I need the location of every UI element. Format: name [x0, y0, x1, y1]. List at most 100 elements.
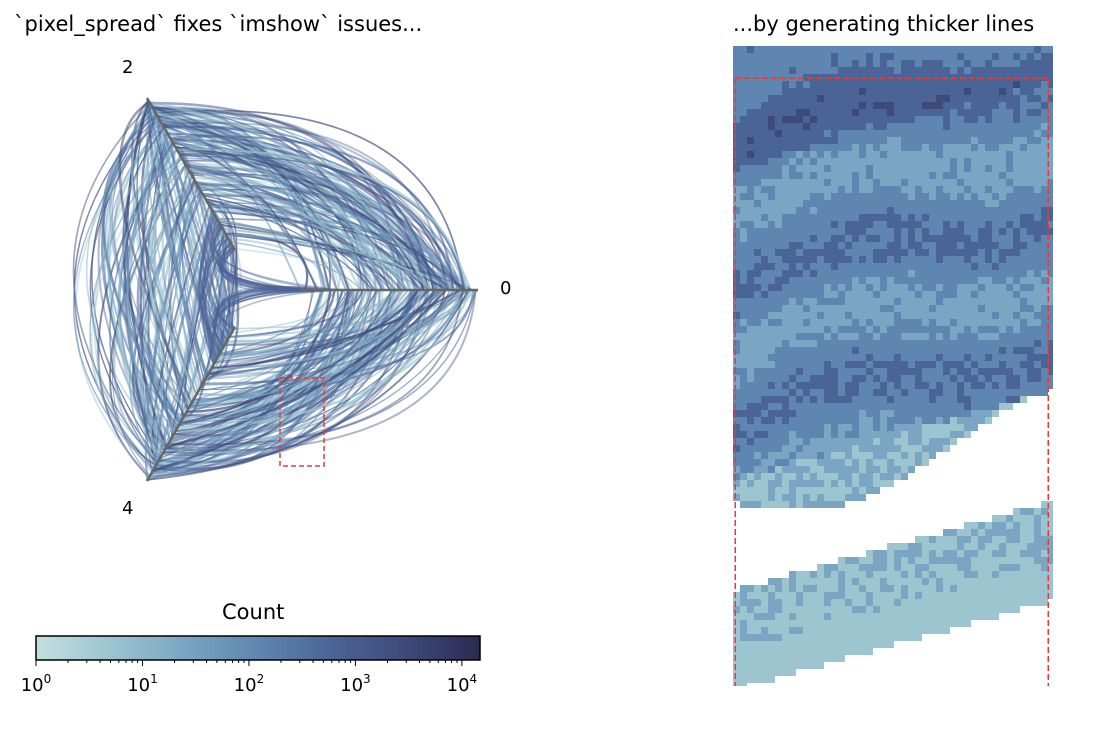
- pixel-cell: [943, 431, 950, 438]
- pixel-cell: [943, 319, 950, 326]
- pixel-cell: [985, 333, 992, 340]
- pixel-cell: [894, 592, 901, 599]
- pixel-cell: [817, 592, 824, 599]
- pixel-cell: [880, 193, 887, 200]
- pixel-cell: [824, 606, 831, 613]
- pixel-cell: [768, 641, 775, 648]
- pixel-cell: [789, 200, 796, 207]
- pixel-cell: [915, 158, 922, 165]
- pixel-cell: [796, 592, 803, 599]
- pixel-cell: [796, 186, 803, 193]
- pixel-cell: [873, 116, 880, 123]
- pixel-cell: [943, 242, 950, 249]
- pixel-cell: [978, 81, 985, 88]
- pixel-cell: [796, 620, 803, 627]
- pixel-cell: [838, 445, 845, 452]
- pixel-cell: [957, 249, 964, 256]
- pixel-cell: [887, 368, 894, 375]
- pixel-cell: [894, 375, 901, 382]
- pixel-cell: [866, 312, 873, 319]
- pixel-cell: [887, 599, 894, 606]
- pixel-cell: [1006, 144, 1013, 151]
- pixel-cell: [803, 655, 810, 662]
- pixel-cell: [838, 312, 845, 319]
- pixel-cell: [817, 648, 824, 655]
- pixel-cell: [782, 228, 789, 235]
- pixel-cell: [810, 319, 817, 326]
- pixel-cell: [796, 382, 803, 389]
- pixel-cell: [824, 116, 831, 123]
- pixel-cell: [733, 466, 740, 473]
- pixel-cell: [810, 389, 817, 396]
- pixel-cell: [929, 606, 936, 613]
- pixel-cell: [922, 389, 929, 396]
- pixel-cell: [824, 186, 831, 193]
- pixel-cell: [992, 81, 999, 88]
- pixel-cell: [740, 102, 747, 109]
- pixel-cell: [733, 424, 740, 431]
- pixel-cell: [1013, 599, 1020, 606]
- pixel-cell: [1027, 326, 1034, 333]
- pixel-cell: [831, 207, 838, 214]
- pixel-cell: [908, 606, 915, 613]
- pixel-cell: [852, 130, 859, 137]
- hive-edge: [203, 219, 225, 347]
- pixel-cell: [803, 249, 810, 256]
- pixel-cell: [838, 242, 845, 249]
- pixel-cell: [978, 396, 985, 403]
- pixel-cell: [782, 620, 789, 627]
- pixel-cell: [957, 291, 964, 298]
- pixel-cell: [831, 179, 838, 186]
- pixel-cell: [943, 403, 950, 410]
- pixel-cell: [754, 270, 761, 277]
- pixel-cell: [747, 123, 754, 130]
- pixel-cell: [1041, 543, 1048, 550]
- pixel-cell: [859, 494, 866, 501]
- pixel-cell: [1027, 137, 1034, 144]
- pixel-cell: [761, 95, 768, 102]
- pixel-cell: [901, 634, 908, 641]
- pixel-cell: [929, 200, 936, 207]
- pixel-cell: [936, 172, 943, 179]
- pixel-cell: [838, 438, 845, 445]
- pixel-cell: [775, 592, 782, 599]
- pixel-cell: [740, 256, 747, 263]
- pixel-cell: [803, 648, 810, 655]
- pixel-cell: [810, 144, 817, 151]
- pixel-cell: [901, 333, 908, 340]
- pixel-cell: [992, 522, 999, 529]
- pixel-cell: [950, 347, 957, 354]
- pixel-cell: [873, 466, 880, 473]
- pixel-cell: [1034, 578, 1041, 585]
- pixel-cell: [922, 319, 929, 326]
- pixel-cell: [740, 109, 747, 116]
- pixel-cell: [775, 627, 782, 634]
- pixel-cell: [894, 200, 901, 207]
- pixel-cell: [922, 361, 929, 368]
- pixel-cell: [1041, 60, 1048, 67]
- pixel-cell: [1013, 592, 1020, 599]
- pixel-cell: [1048, 529, 1053, 536]
- pixel-cell: [894, 452, 901, 459]
- pixel-cell: [810, 375, 817, 382]
- pixel-cell: [1048, 326, 1053, 333]
- hive-edge: [152, 107, 320, 291]
- pixel-cell: [1013, 249, 1020, 256]
- hive-edge: [109, 142, 174, 464]
- pixel-cell: [747, 389, 754, 396]
- pixel-cell: [999, 207, 1006, 214]
- pixel-cell: [1013, 319, 1020, 326]
- pixel-cell: [950, 361, 957, 368]
- pixel-cell: [1027, 53, 1034, 60]
- pixel-cell: [950, 214, 957, 221]
- pixel-cell: [985, 340, 992, 347]
- pixel-cell: [985, 151, 992, 158]
- pixel-cell: [768, 109, 775, 116]
- hive-edge: [190, 172, 339, 291]
- pixel-cell: [852, 613, 859, 620]
- pixel-cell: [838, 186, 845, 193]
- pixel-cell: [817, 606, 824, 613]
- pixel-cell: [992, 606, 999, 613]
- pixel-cell: [887, 410, 894, 417]
- pixel-cell: [894, 291, 901, 298]
